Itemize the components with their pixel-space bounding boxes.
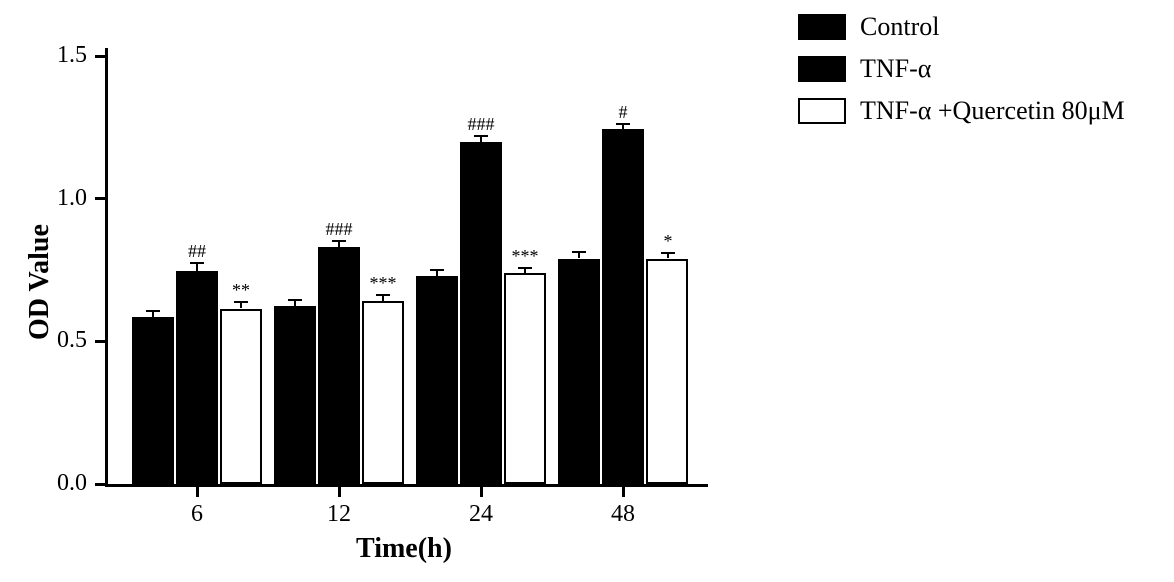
error-cap bbox=[376, 294, 390, 296]
significance-label: ** bbox=[201, 280, 281, 301]
chart-stage: 0.00.51.01.5OD Value6##**12###***24###**… bbox=[0, 0, 1174, 582]
significance-label: ### bbox=[441, 114, 521, 135]
x-tick bbox=[622, 487, 625, 497]
significance-label: *** bbox=[485, 246, 565, 267]
x-tick bbox=[338, 487, 341, 497]
bar-tnf_q80 bbox=[646, 259, 688, 484]
error-cap bbox=[190, 262, 204, 264]
bar-tnf_q80 bbox=[362, 301, 404, 484]
y-tick bbox=[95, 197, 105, 200]
significance-label: *** bbox=[343, 273, 423, 294]
x-tick-label: 6 bbox=[157, 501, 237, 528]
error-cap bbox=[332, 240, 346, 242]
bar-control bbox=[416, 276, 458, 484]
bar-control bbox=[274, 306, 316, 484]
bar-tnf_q80 bbox=[220, 309, 262, 484]
x-tick-label: 48 bbox=[583, 501, 663, 528]
significance-label: ## bbox=[157, 241, 237, 262]
x-axis-title: Time(h) bbox=[108, 533, 700, 565]
error-cap bbox=[146, 310, 160, 312]
error-bar bbox=[196, 263, 198, 271]
significance-label: * bbox=[628, 231, 708, 252]
bar-tnf bbox=[602, 129, 644, 484]
significance-label: ### bbox=[299, 219, 379, 240]
error-cap bbox=[518, 267, 532, 269]
y-axis-line bbox=[105, 48, 108, 487]
legend-item: Control bbox=[798, 6, 939, 48]
legend-item: TNF-α +Quercetin 80μM bbox=[798, 90, 1125, 132]
error-cap bbox=[616, 123, 630, 125]
y-tick-label: 0.0 bbox=[0, 470, 87, 497]
x-tick-label: 12 bbox=[299, 501, 379, 528]
bar-control bbox=[558, 259, 600, 484]
error-cap bbox=[234, 301, 248, 303]
y-tick bbox=[95, 340, 105, 343]
y-tick-label: 1.5 bbox=[0, 42, 87, 69]
significance-label: # bbox=[583, 102, 663, 123]
legend-swatch bbox=[798, 14, 846, 40]
x-tick bbox=[480, 487, 483, 497]
bar-tnf bbox=[176, 271, 218, 484]
error-cap bbox=[572, 251, 586, 253]
legend-item: TNF-α bbox=[798, 48, 931, 90]
legend-label: TNF-α bbox=[860, 54, 931, 84]
bar-tnf_q80 bbox=[504, 273, 546, 484]
y-tick-label: 1.0 bbox=[0, 185, 87, 212]
y-tick bbox=[95, 55, 105, 58]
x-tick-label: 24 bbox=[441, 501, 521, 528]
error-cap bbox=[288, 299, 302, 301]
y-axis-title: OD Value bbox=[24, 224, 56, 340]
error-cap bbox=[474, 135, 488, 137]
legend-swatch bbox=[798, 56, 846, 82]
y-tick bbox=[95, 483, 105, 486]
x-tick bbox=[196, 487, 199, 497]
legend-label: TNF-α +Quercetin 80μM bbox=[860, 96, 1125, 126]
legend-swatch bbox=[798, 98, 846, 124]
error-cap bbox=[661, 252, 675, 254]
legend-label: Control bbox=[860, 12, 939, 42]
bar-tnf bbox=[460, 142, 502, 484]
bar-control bbox=[132, 317, 174, 484]
error-cap bbox=[430, 269, 444, 271]
